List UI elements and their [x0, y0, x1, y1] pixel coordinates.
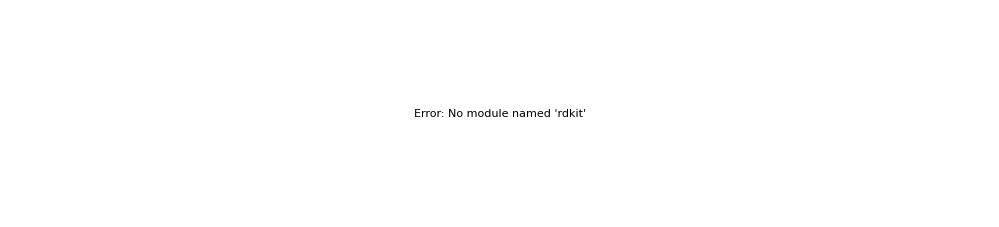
Text: Error: No module named 'rdkit': Error: No module named 'rdkit' [414, 109, 586, 118]
